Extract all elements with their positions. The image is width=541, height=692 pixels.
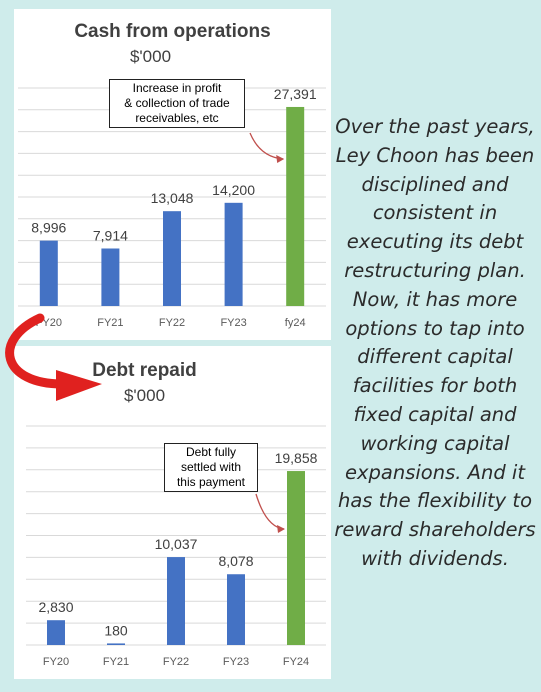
bar bbox=[39, 240, 58, 306]
bar bbox=[286, 106, 305, 306]
data-label: 8,078 bbox=[218, 553, 253, 569]
annotation-arrow-icon bbox=[249, 132, 284, 160]
tick-label: FY21 bbox=[103, 656, 129, 668]
tick-label: FY24 bbox=[283, 656, 309, 668]
data-label: 13,048 bbox=[151, 190, 194, 206]
data-label: 7,914 bbox=[93, 227, 128, 243]
bar bbox=[107, 643, 125, 645]
data-label: 14,200 bbox=[212, 182, 255, 198]
bar bbox=[167, 557, 185, 645]
tick-label: FY23 bbox=[223, 656, 249, 668]
annotation-line: Increase in profit bbox=[132, 81, 222, 95]
annotation-arrowhead-icon bbox=[276, 155, 285, 163]
cash-from-operations-chart: Cash from operations $'000 8,996 FY20 7,91… bbox=[14, 9, 331, 340]
tick-label: fy24 bbox=[285, 317, 306, 329]
chart-title: Debt repaid bbox=[92, 360, 197, 381]
chart-subtitle: $'000 bbox=[129, 47, 172, 66]
tick-label: FY20 bbox=[36, 317, 62, 329]
bar bbox=[224, 202, 243, 306]
data-label: 10,037 bbox=[155, 536, 198, 552]
tick-label: FY22 bbox=[163, 656, 189, 668]
debt-repaid-chart: Debt repaid $'000 2,830 FY20 180 FY21 10,037… bbox=[14, 346, 331, 679]
annotation-arrowhead-icon bbox=[277, 525, 285, 533]
chart-annotation: Increase in profit & collection of trade… bbox=[109, 79, 245, 128]
annotation-line: settled with bbox=[180, 460, 242, 474]
annotation-line: & collection of trade bbox=[124, 96, 230, 110]
annotation-line: Debt fully bbox=[185, 445, 237, 459]
data-label: 19,858 bbox=[275, 450, 318, 466]
data-label: 180 bbox=[104, 622, 128, 638]
tick-label: FY22 bbox=[159, 317, 185, 329]
annotation-line: this payment bbox=[176, 475, 246, 489]
chart-annotation: Debt fully settled with this payment bbox=[164, 443, 258, 492]
chart-title: Cash from operations bbox=[74, 21, 271, 42]
commentary-paragraph: Over the past years, Ley Choon has been … bbox=[334, 115, 536, 570]
cash-from-operations-plot: 8,996 FY20 7,914 FY21 13,048 FY22 14,200 FY23 27… bbox=[18, 86, 326, 329]
tick-label: FY21 bbox=[97, 317, 123, 329]
data-label: 8,996 bbox=[31, 220, 66, 236]
debt-repaid-plot: 2,830 FY20 180 FY21 10,037 FY22 8,078 FY23 19,85… bbox=[26, 425, 326, 668]
data-label: 2,830 bbox=[38, 599, 73, 615]
bar bbox=[227, 574, 245, 645]
annotation-arrow-icon bbox=[255, 493, 285, 530]
annotation-line: receivables, etc bbox=[135, 111, 219, 125]
bar bbox=[101, 248, 120, 306]
tick-label: FY20 bbox=[43, 656, 69, 668]
tick-label: FY23 bbox=[220, 317, 246, 329]
bar bbox=[47, 620, 65, 645]
bar bbox=[163, 211, 181, 306]
chart-subtitle: $'000 bbox=[123, 386, 166, 405]
data-label: 27,391 bbox=[274, 86, 317, 102]
bar bbox=[287, 471, 305, 645]
